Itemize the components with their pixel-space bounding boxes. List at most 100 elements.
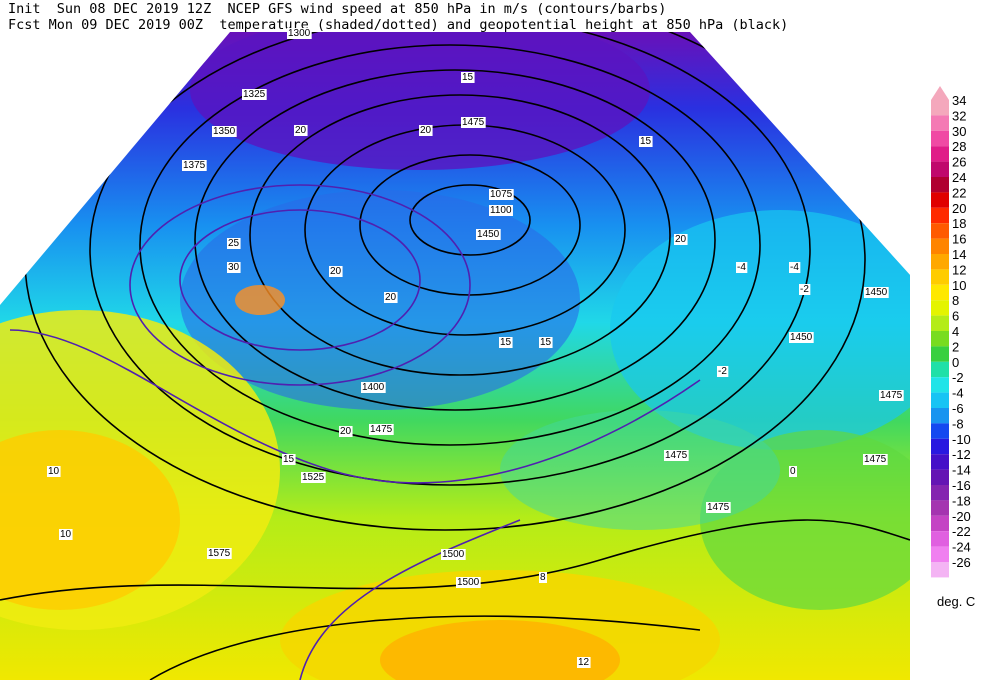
colorbar-label: 12 [952, 262, 966, 277]
contour-label: 1450 [790, 332, 813, 343]
contour-label: 1475 [462, 117, 485, 128]
colorbar-label: 18 [952, 216, 966, 231]
colorbar-box [931, 223, 949, 239]
colorbar-label: 6 [952, 309, 959, 324]
contour-label-box [789, 332, 814, 343]
contour-label-box [539, 337, 553, 348]
contour-label: 20 [385, 292, 397, 303]
contour-label: 1400 [362, 382, 385, 393]
map [0, 32, 910, 680]
colorbar-box [931, 438, 949, 455]
contour-label-box [577, 657, 591, 668]
contour-label-box [789, 262, 801, 273]
contour-label-box [301, 472, 326, 483]
contour-label-box [789, 466, 797, 477]
contour-label: 8 [540, 572, 546, 583]
contour-label: 15 [283, 454, 295, 465]
contour-label-box [476, 229, 501, 240]
colorbar-label: 14 [952, 247, 966, 262]
colorbar-box [931, 515, 949, 532]
colorbar-box [931, 377, 949, 393]
contour-label-box [489, 189, 514, 200]
colorbar-label: -26 [952, 555, 971, 570]
colorbar-box [931, 315, 949, 331]
colorbar-label: -6 [952, 401, 964, 416]
colorbar-box [931, 408, 949, 424]
contour-label-box [639, 136, 653, 147]
colorbar-label: -8 [952, 416, 964, 431]
contour-label-box [441, 549, 466, 560]
contour-label-box [294, 125, 308, 136]
contour-label: 12 [578, 657, 590, 668]
contour-label-box [456, 577, 481, 588]
colorbar-box [931, 531, 949, 547]
colorbar-box [931, 546, 949, 562]
contour-label: 1500 [442, 549, 465, 560]
colorbar-label: -24 [952, 540, 971, 555]
colorbar-label: -12 [952, 447, 971, 462]
contour-label: 1100 [490, 205, 512, 216]
colorbar-label: 20 [952, 201, 966, 216]
contour-label-box [799, 284, 811, 295]
colorbar-label: 22 [952, 185, 966, 200]
colorbar-box [931, 423, 949, 439]
contour-label: 15 [540, 337, 552, 348]
colorbar-box [931, 207, 949, 224]
contour-label-box [717, 366, 729, 377]
contour-label: 20 [340, 426, 352, 437]
colorbar-label: 4 [952, 324, 959, 339]
contour-label-box [461, 72, 475, 83]
colorbar-label: 28 [952, 139, 966, 154]
colorbar-box [931, 361, 949, 378]
contour-label-box [212, 126, 237, 137]
contour-label: 15 [462, 72, 474, 83]
colorbar-label: -10 [952, 432, 971, 447]
colorbar-box [931, 238, 949, 254]
colorbar-box [931, 454, 949, 470]
contour-label: 1075 [490, 189, 513, 200]
colorbar-box [931, 115, 949, 131]
contour-label-box [227, 238, 241, 249]
colorbar-box [931, 500, 949, 516]
contour-label: 30 [228, 262, 240, 273]
colorbar-label: 34 [952, 93, 966, 108]
colorbar-box [931, 100, 949, 116]
header-line: Fcst Mon 09 DEC 2019 00Z temperature (sh… [8, 17, 788, 33]
contour-label: 1525 [302, 472, 325, 483]
contour-label-box [207, 548, 232, 559]
contour-label: 20 [330, 266, 342, 277]
colorbar-box [931, 161, 949, 177]
contour-label: 1475 [880, 390, 903, 401]
contour-label: 20 [295, 125, 307, 136]
colorbar-box [931, 269, 949, 285]
contour-label: 10 [48, 466, 60, 477]
contour-label-box [664, 450, 689, 461]
colorbar-label: -18 [952, 493, 971, 508]
contour-label-box [361, 382, 386, 393]
contour-label: 1450 [477, 229, 500, 240]
contour-label: -2 [800, 284, 809, 295]
contour-label: -2 [718, 366, 727, 377]
contour-label: 1475 [665, 450, 688, 461]
colorbar-label: 10 [952, 278, 966, 293]
contour-label: 25 [228, 238, 240, 249]
colorbar-label: 26 [952, 155, 966, 170]
contour-label: 15 [500, 337, 512, 348]
contour-label-box [879, 390, 904, 401]
colorbar-label: 24 [952, 170, 966, 185]
colorbar-box [931, 284, 949, 301]
contour-label-box [329, 266, 343, 277]
contour-label: 10 [60, 529, 72, 540]
contour-label: 1475 [707, 502, 730, 513]
colorbar-box [931, 469, 949, 485]
contour-label: 1325 [243, 89, 266, 100]
contour-label: 20 [675, 234, 687, 245]
colorbar-label: 0 [952, 355, 959, 370]
contour-label-box [369, 424, 394, 435]
contour-label-box [339, 426, 353, 437]
contour-label-box [539, 572, 547, 583]
contour-label-box [863, 454, 888, 465]
colorbar-label: -20 [952, 509, 971, 524]
colorbar-box [931, 254, 949, 270]
